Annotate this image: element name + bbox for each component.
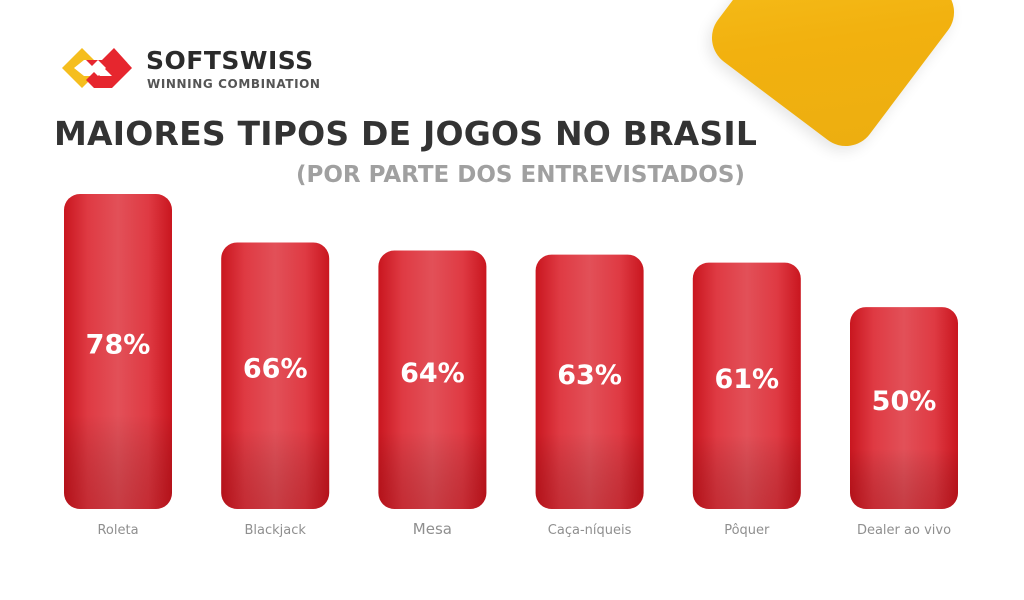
category-label: Dealer ao vivo: [857, 523, 951, 538]
category-label: Roleta: [97, 523, 138, 538]
bar-value-label: 64%: [400, 358, 465, 389]
bar-shade-3: [535, 254, 644, 509]
chart-title: MAIORES TIPOS DE JOGOS NO BRASIL: [54, 114, 758, 153]
bar-shade-0: [64, 194, 172, 509]
bar-shade-4: [692, 262, 801, 509]
chart-subtitle: (POR PARTE DOS ENTREVISTADOS): [296, 162, 745, 188]
softswiss-logo-mark-icon: [62, 48, 132, 88]
softswiss-logo: SOFTSWISS WINNING COMBINATION: [60, 44, 332, 94]
bar-value-label: 63%: [557, 360, 622, 391]
category-label: Blackjack: [244, 523, 306, 538]
category-label: Caça-níqueis: [548, 523, 632, 538]
category-label: Pôquer: [724, 523, 770, 538]
bar-value-label: 66%: [243, 354, 308, 385]
category-label: Mesa: [413, 520, 452, 538]
bar-shade-2: [378, 250, 487, 510]
bar-value-label: 78%: [86, 330, 151, 361]
bar-value-label: 50%: [872, 386, 937, 417]
bar-shade-5: [850, 307, 958, 509]
brand-tagline: WINNING COMBINATION: [147, 77, 321, 91]
brand-name: SOFTSWISS: [146, 46, 314, 75]
bar-value-label: 61%: [714, 364, 779, 395]
bar-shade-1: [221, 242, 330, 509]
